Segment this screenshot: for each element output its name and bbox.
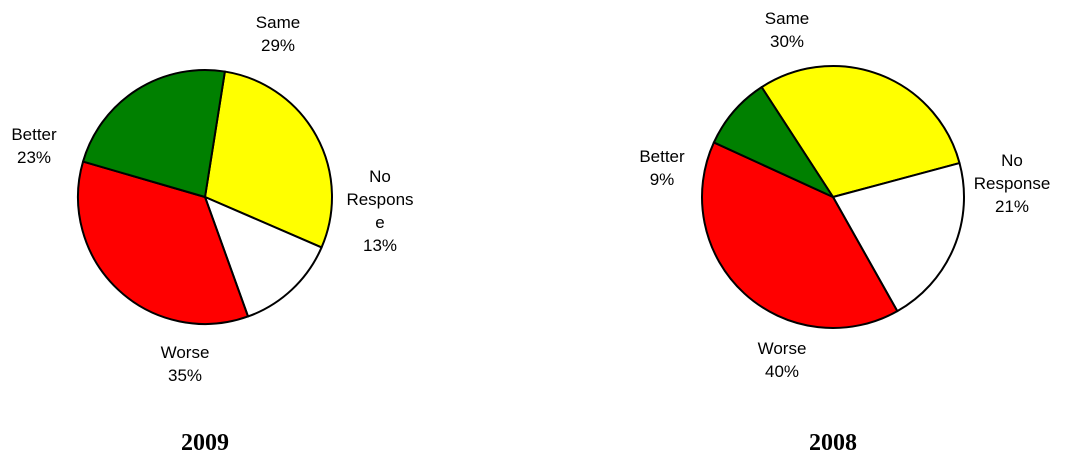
slice-label-better: Better 9%: [639, 147, 685, 189]
pie-slice-better: [82, 69, 226, 198]
pie-chart-2008: Same 30% No Response 21% Worse 40% Better 9% 2008: [639, 9, 1050, 456]
slice-label-no-response: No Respons e 13%: [346, 167, 413, 255]
pie-slice-no-response: [832, 162, 965, 313]
pie-slice-same: [760, 64, 961, 198]
chart-title: 2008: [809, 430, 857, 456]
slice-label-no-response: No Response 21%: [974, 151, 1051, 216]
slice-label-same: Same 29%: [256, 13, 300, 55]
slice-label-worse: Worse 40%: [758, 339, 807, 381]
pie-slice-better: [712, 86, 834, 198]
pie-chart-2009: Same 29% No Respons e 13% Worse 35% Better 23% 200…: [11, 13, 413, 456]
slice-label-worse: Worse 35%: [161, 343, 210, 385]
slice-label-better: Better 23%: [11, 125, 57, 167]
pie-slice-worse: [77, 160, 250, 325]
pie-slice-worse: [701, 141, 899, 329]
pie-slice-no-response: [204, 196, 323, 318]
chart-title: 2009: [181, 430, 229, 456]
pie-slice-same: [204, 70, 333, 249]
slice-label-same: Same 30%: [765, 9, 809, 51]
